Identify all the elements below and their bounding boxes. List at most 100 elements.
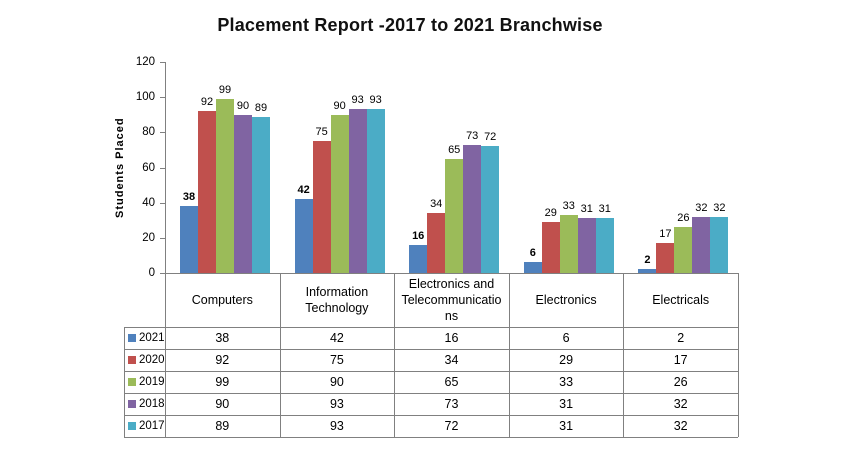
bar-value-label: 32	[713, 201, 726, 214]
bar-2018-2	[463, 144, 482, 273]
bar-2018-3	[577, 218, 596, 273]
y-tick-mark	[160, 168, 165, 169]
category-header-cell: Computers	[191, 292, 253, 307]
y-tick-label: 20	[142, 231, 155, 244]
table-cell: 16	[444, 331, 459, 345]
table-cell: 38	[215, 331, 230, 345]
grid-line	[509, 273, 510, 437]
y-tick-mark	[160, 238, 165, 239]
bar-2019-1	[330, 114, 349, 273]
legend-swatch-2021	[128, 334, 136, 342]
bar-value-label: 93	[369, 94, 382, 107]
legend-year-label: 2020	[139, 354, 165, 366]
bar-2017-0	[252, 116, 270, 273]
y-tick-label: 40	[142, 196, 155, 209]
table-cell: 75	[329, 353, 344, 367]
bar-value-label: 73	[466, 129, 479, 142]
table-cell: 42	[329, 331, 344, 345]
table-cell: 33	[559, 375, 574, 389]
table-cell: 31	[559, 397, 574, 411]
grid-line	[124, 349, 738, 350]
y-tick-mark	[160, 62, 165, 63]
legend-year-label: 2018	[139, 398, 165, 410]
y-tick-mark	[160, 203, 165, 204]
y-tick-label: 0	[148, 267, 155, 279]
table-cell: 90	[215, 397, 230, 411]
grid-line	[124, 393, 738, 394]
y-tick-mark	[160, 273, 165, 274]
bar-2020-2	[427, 213, 446, 273]
table-cell: 73	[444, 397, 459, 411]
table-cell: 29	[559, 353, 574, 367]
bar-2020-4	[656, 243, 675, 273]
bar-value-label: 34	[430, 198, 443, 211]
chart-title: Placement Report -2017 to 2021 Branchwis…	[217, 15, 603, 35]
legend-year-label: 2019	[139, 376, 165, 388]
legend-cell-2021: 2021	[125, 328, 165, 348]
table-cell: 26	[673, 375, 688, 389]
bar-2019-2	[445, 158, 464, 273]
bar-value-label: 33	[562, 199, 575, 212]
bar-value-label: 16	[412, 229, 425, 242]
bar-value-label: 42	[297, 184, 310, 197]
table-cell: 17	[673, 353, 688, 367]
table-cell: 93	[329, 397, 344, 411]
y-tick-mark	[160, 97, 165, 98]
table-cell: 34	[444, 353, 459, 367]
grid-line	[124, 327, 738, 328]
legend-year-label: 2021	[139, 332, 165, 344]
y-tick-mark	[160, 132, 165, 133]
bar-2019-0	[216, 98, 234, 273]
table-cell: 89	[215, 419, 230, 433]
bar-value-label: 32	[695, 201, 708, 214]
bar-2017-1	[366, 109, 385, 273]
bar-value-label: 29	[544, 207, 557, 219]
grid-line	[623, 273, 624, 437]
category-header-cell: Electronics and Telecommunicatio ns	[401, 276, 502, 324]
grid-line	[165, 62, 166, 437]
bar-value-label: 93	[351, 94, 364, 107]
bar-2018-4	[692, 216, 711, 273]
table-cell: 65	[444, 375, 459, 389]
bar-2018-0	[234, 114, 252, 273]
table-cell: 92	[215, 353, 230, 367]
bar-2019-3	[559, 214, 578, 273]
bar-value-label: 90	[236, 99, 250, 112]
bar-2020-3	[541, 222, 560, 273]
bar-value-label: 2	[644, 254, 651, 267]
table-cell: 72	[444, 419, 459, 433]
bar-value-label: 92	[200, 96, 214, 109]
bar-2021-4	[638, 269, 657, 273]
bar-value-label: 26	[677, 212, 690, 225]
legend-cell-2019: 2019	[125, 372, 165, 392]
legend-swatch-2020	[128, 356, 136, 364]
bar-2018-1	[348, 109, 367, 273]
bar-2020-1	[312, 141, 331, 273]
legend-swatch-2017	[128, 422, 136, 430]
bar-value-label: 17	[659, 228, 672, 241]
bar-value-label: 99	[218, 83, 232, 96]
table-cell: 90	[329, 375, 344, 389]
grid-line	[124, 327, 125, 437]
grid-line	[165, 273, 738, 274]
bar-2017-2	[481, 146, 500, 273]
table-cell: 32	[673, 419, 688, 433]
legend-cell-2017: 2017	[125, 416, 165, 436]
y-tick-label: 120	[135, 56, 155, 68]
grid-line	[394, 273, 395, 437]
bar-2017-3	[595, 218, 614, 273]
grid-line	[124, 437, 738, 438]
y-tick-label: 100	[135, 91, 155, 104]
bar-2021-3	[523, 262, 542, 273]
legend-year-label: 2017	[139, 420, 165, 432]
table-cell: 99	[215, 375, 230, 389]
bar-2020-0	[198, 111, 216, 273]
bar-2021-1	[294, 199, 313, 273]
table-cell: 93	[329, 419, 344, 433]
grid-line	[124, 371, 738, 372]
bar-2021-0	[180, 206, 198, 273]
table-cell: 6	[562, 331, 570, 345]
legend-cell-2018: 2018	[125, 394, 165, 414]
grid-line	[124, 415, 738, 416]
